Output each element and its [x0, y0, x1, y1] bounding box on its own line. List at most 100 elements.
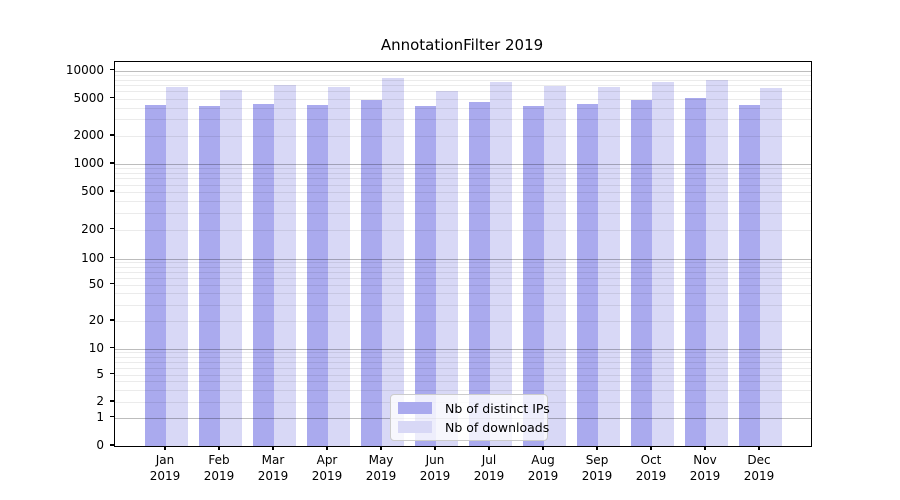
bar-nov-distinct-ips [684, 97, 706, 446]
bar-aug-distinct-ips [522, 105, 544, 446]
bar-oct-downloads [652, 82, 674, 446]
minor-gridline-300 [115, 212, 811, 214]
y-tick-mark-2 [110, 400, 114, 402]
x-tick-label-jun: Jun 2019 [405, 452, 465, 484]
x-tick-mark-oct [650, 446, 652, 450]
minor-gridline-80 [115, 266, 811, 268]
bar-dec-downloads [760, 88, 782, 446]
minor-gridline-9 [115, 352, 811, 354]
minor-gridline-20 [115, 321, 811, 322]
minor-gridline-8000 [115, 79, 811, 81]
x-tick-label-feb: Feb 2019 [189, 452, 249, 484]
y-tick-label-10000: 10000 [65, 62, 104, 77]
x-tick-year: 2019 [635, 469, 667, 483]
minor-gridline-70 [115, 271, 811, 273]
x-tick-year: 2019 [743, 469, 775, 483]
bar-dec-distinct-ips [738, 104, 760, 446]
y-tick-mark-2000 [110, 134, 114, 136]
x-tick-month: Oct [640, 453, 662, 467]
bar-feb-downloads [220, 89, 242, 446]
x-tick-month: Jan [155, 453, 175, 467]
y-tick-label-1000: 1000 [73, 156, 104, 170]
minor-gridline-7 [115, 361, 811, 363]
x-tick-mark-mar [272, 446, 274, 450]
x-tick-label-nov: Nov 2019 [675, 452, 735, 484]
major-gridline-1000 [115, 164, 811, 165]
legend-swatch-downloads [398, 421, 432, 433]
y-tick-mark-100 [110, 256, 114, 259]
y-tick-label-0: 0 [96, 438, 104, 452]
x-tick-mark-may [380, 446, 382, 450]
x-tick-label-apr: Apr 2019 [297, 452, 357, 484]
x-tick-month: Jun [425, 453, 445, 467]
y-tick-mark-20 [110, 319, 114, 321]
bar-jan-distinct-ips [144, 105, 166, 446]
minor-gridline-90 [115, 262, 811, 264]
minor-gridline-4000 [115, 107, 811, 109]
minor-gridline-800 [115, 173, 811, 174]
legend-label-downloads: Nb of downloads [445, 419, 550, 435]
minor-gridline-400 [115, 201, 811, 203]
minor-gridline-2000 [115, 136, 811, 137]
bar-mar-downloads [274, 85, 296, 446]
x-tick-label-sep: Sep 2019 [567, 452, 627, 484]
minor-gridline-5000 [115, 98, 811, 100]
y-tick-mark-0 [110, 444, 114, 446]
x-tick-label-jul: Jul 2019 [459, 452, 519, 484]
x-tick-month: Feb [208, 453, 230, 467]
y-tick-label-500: 500 [81, 184, 104, 198]
chart-title: AnnotationFilter 2019 [380, 36, 544, 54]
x-tick-month: Aug [531, 453, 555, 467]
minor-gridline-5 [115, 374, 811, 376]
y-tick-mark-500 [110, 190, 114, 192]
y-tick-mark-5 [110, 372, 114, 375]
x-tick-month: Mar [261, 453, 285, 467]
bar-jul-distinct-ips [468, 102, 490, 446]
bar-mar-distinct-ips [252, 104, 274, 446]
x-tick-mark-apr [326, 446, 328, 450]
x-tick-month: Apr [316, 453, 338, 467]
x-tick-month: Dec [747, 453, 771, 467]
bar-apr-distinct-ips [306, 105, 328, 446]
x-tick-label-aug: Aug 2019 [513, 452, 573, 484]
bar-jun-distinct-ips [414, 106, 436, 446]
x-tick-month: May [368, 453, 394, 467]
bar-jan-downloads [166, 87, 188, 446]
minor-gridline-8 [115, 356, 811, 358]
x-tick-mark-feb [218, 446, 220, 450]
minor-gridline-30 [115, 304, 811, 306]
x-tick-year: 2019 [257, 469, 289, 483]
minor-gridline-6 [115, 367, 811, 369]
minor-gridline-200 [115, 229, 811, 231]
minor-gridline-3 [115, 389, 811, 391]
x-tick-year: 2019 [689, 469, 721, 483]
x-tick-year: 2019 [473, 469, 505, 483]
y-tick-mark-50 [110, 282, 114, 285]
bar-oct-distinct-ips [630, 99, 652, 446]
y-tick-mark-1000 [110, 162, 114, 164]
x-tick-label-may: May 2019 [351, 452, 411, 484]
legend-item-downloads: Nb of downloads [391, 419, 550, 435]
minor-gridline-500 [115, 192, 811, 193]
y-tick-label-10: 10 [88, 340, 104, 355]
minor-gridline-4 [115, 381, 811, 383]
minor-gridline-40 [115, 293, 811, 295]
minor-gridline-900 [115, 168, 811, 170]
major-gridline-10 [115, 348, 811, 350]
x-tick-mark-sep [596, 446, 598, 450]
minor-gridline-7000 [115, 85, 811, 86]
bar-may-distinct-ips [360, 100, 382, 446]
minor-gridline-60 [115, 277, 811, 279]
minor-gridline-700 [115, 178, 811, 180]
minor-gridline-50 [115, 284, 811, 286]
y-tick-mark-10000 [110, 68, 114, 71]
y-tick-label-50: 50 [88, 276, 104, 291]
x-tick-year: 2019 [365, 469, 397, 483]
x-tick-mark-jul [488, 446, 490, 450]
bar-aug-downloads [544, 86, 566, 446]
y-tick-label-100: 100 [81, 250, 104, 265]
y-tick-label-5: 5 [96, 366, 104, 381]
x-tick-label-oct: Oct 2019 [621, 452, 681, 484]
bar-feb-distinct-ips [198, 106, 220, 446]
